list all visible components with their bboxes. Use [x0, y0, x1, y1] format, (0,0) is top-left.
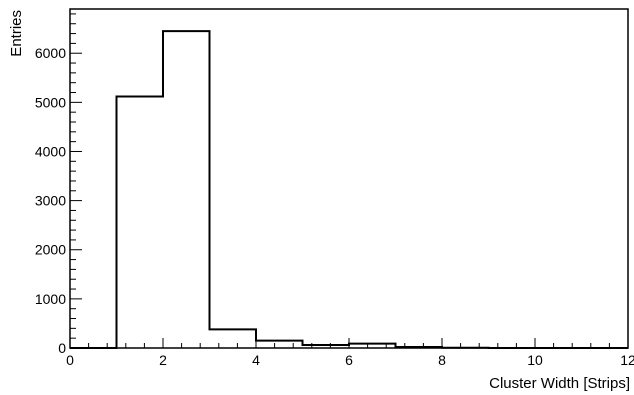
- x-tick-label: 8: [438, 352, 446, 368]
- y-tick-label: 1000: [35, 291, 66, 307]
- x-tick-label: 6: [345, 352, 353, 368]
- y-tick-label: 6000: [35, 45, 66, 61]
- x-tick-label: 10: [527, 352, 543, 368]
- x-axis-title: Cluster Width [Strips]: [489, 375, 630, 392]
- y-axis-tick-labels: 0 1000 2000 3000 4000 5000 6000: [35, 45, 66, 356]
- y-tick-label: 5000: [35, 94, 66, 110]
- y-tick-label: 3000: [35, 193, 66, 209]
- x-tick-label: 12: [620, 352, 634, 368]
- x-tick-label: 4: [252, 352, 260, 368]
- y-tick-label: 4000: [35, 143, 66, 159]
- x-tick-label: 0: [66, 352, 74, 368]
- x-axis-tick-labels: 0 2 4 6 8 10 12: [66, 352, 634, 368]
- y-axis-ticks: [70, 13, 82, 349]
- x-tick-label: 2: [159, 352, 167, 368]
- y-tick-label: 0: [58, 340, 66, 356]
- plot-frame: [69, 8, 629, 349]
- y-tick-label: 2000: [35, 242, 66, 258]
- y-axis-title: Entries: [8, 10, 25, 57]
- histogram-outline: [70, 30, 628, 349]
